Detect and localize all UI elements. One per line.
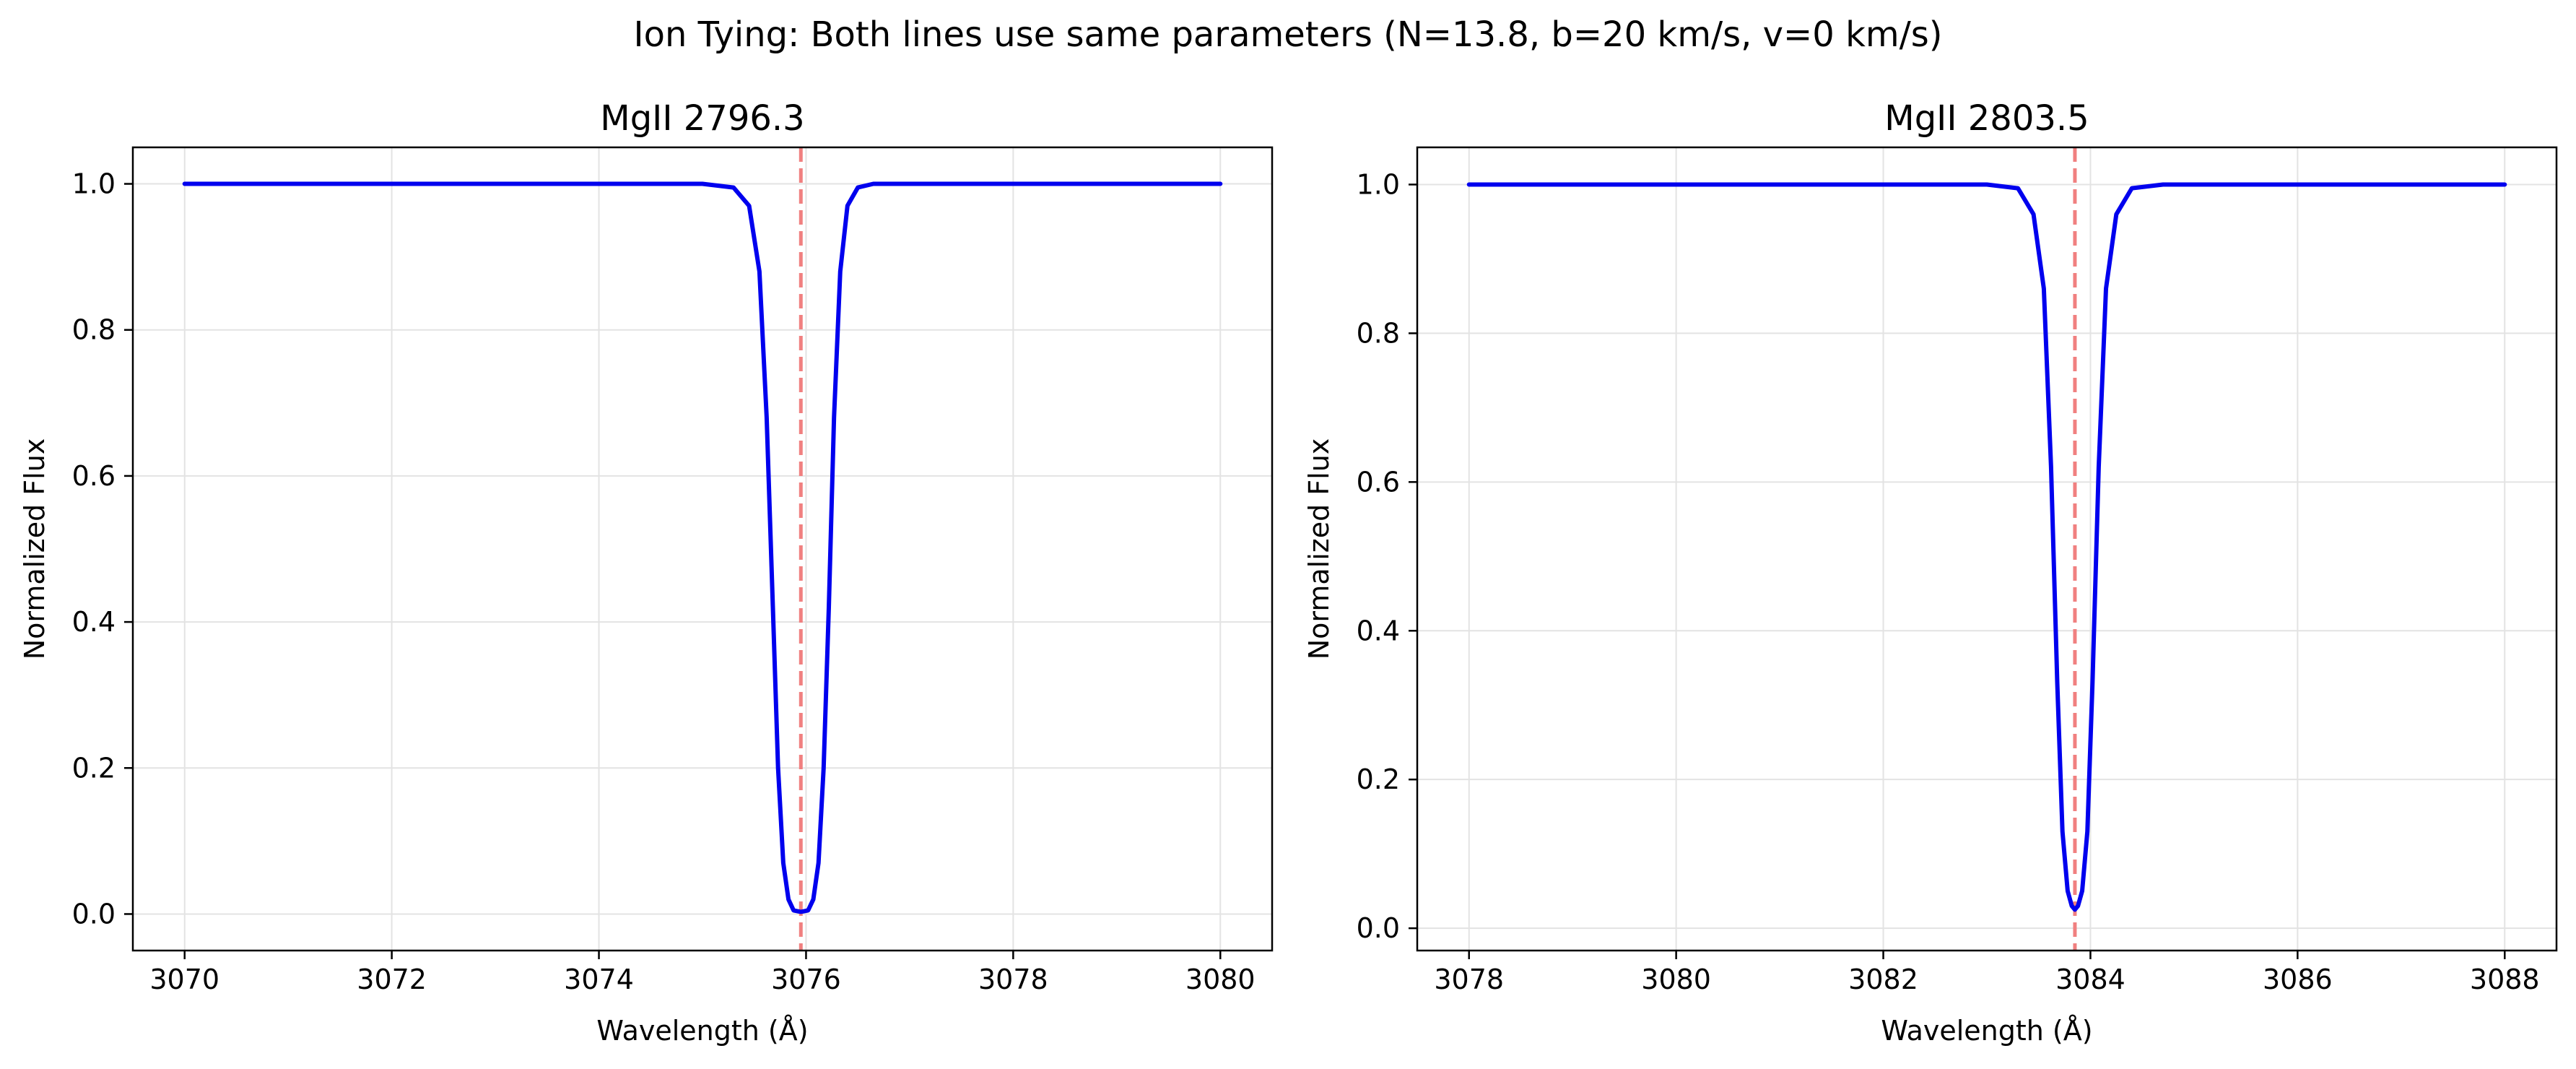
x-tick-label: 3086 (2263, 964, 2333, 995)
y-tick-label: 0.4 (1357, 615, 1400, 646)
y-tick-label: 0.0 (1357, 912, 1400, 944)
x-tick-label: 3084 (2055, 964, 2125, 995)
x-tick-label: 3078 (1434, 964, 1504, 995)
y-tick-label: 0.8 (1357, 317, 1400, 349)
gridlines (133, 147, 1272, 951)
subplot-title: MgII 2803.5 (1884, 98, 2089, 139)
y-tick-label: 0.2 (1357, 763, 1400, 795)
x-axis-label: Wavelength (Å) (1881, 1015, 2092, 1047)
subplots: 3070 3072 3074 3076 3078 3080 0.0 0.2 0.4 0.6 0.8 1… (19, 98, 2558, 1047)
y-tick-label: 1.0 (1357, 168, 1400, 200)
y-tick-label: 0.2 (72, 752, 116, 784)
y-tick-label: 0.6 (72, 460, 116, 492)
axes-frame (1416, 146, 2558, 952)
gridlines (1417, 147, 2557, 951)
x-tick-label: 3088 (2470, 964, 2540, 995)
y-tick-label: 0.6 (1357, 466, 1400, 498)
x-tick-label: 3074 (564, 964, 634, 995)
y-tick-label: 0.4 (72, 606, 116, 638)
y-tick-label: 0.8 (72, 314, 116, 346)
x-tick-label: 3080 (1185, 964, 1256, 995)
x-tick-label: 3082 (1848, 964, 1918, 995)
axes-frame (131, 146, 1274, 952)
x-tick-label: 3072 (357, 964, 427, 995)
x-tick-label: 3076 (771, 964, 841, 995)
y-tick-label: 0.0 (72, 898, 116, 930)
flux-series-line (182, 181, 1223, 914)
x-tick-label: 3070 (149, 964, 219, 995)
x-tick-label: 3080 (1641, 964, 1711, 995)
y-axis-label: Normalized Flux (19, 438, 51, 660)
subplot-title: MgII 2796.3 (600, 98, 804, 139)
subplot-2: 3078 3080 3082 3084 3086 3088 0.0 0.2 0.4 0.6 0.8 1… (1303, 98, 2558, 1047)
flux-series-line (1466, 182, 2507, 912)
y-tick-label: 1.0 (72, 168, 116, 200)
subplot-1: 3070 3072 3074 3076 3078 3080 0.0 0.2 0.4 0.6 0.8 1… (19, 98, 1274, 1047)
figure-suptitle: Ion Tying: Both lines use same parameter… (633, 14, 1942, 55)
y-axis-label: Normalized Flux (1303, 438, 1335, 660)
x-axis-label: Wavelength (Å) (596, 1015, 808, 1047)
x-tick-label: 3078 (978, 964, 1048, 995)
